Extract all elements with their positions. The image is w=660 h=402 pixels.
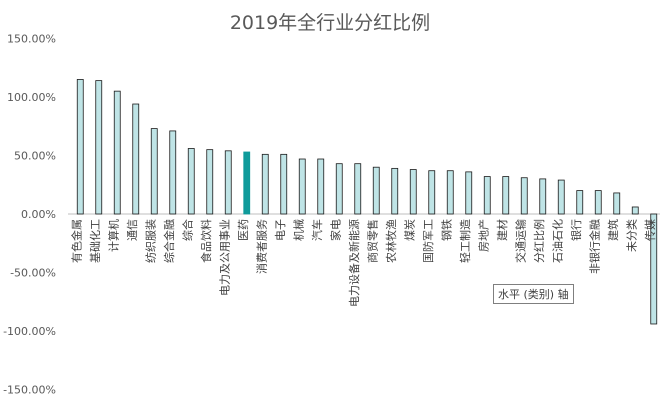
- x-tick-label: 银行: [569, 219, 583, 241]
- y-tick-label: 150.00%: [7, 33, 56, 46]
- x-tick-label: 房地产: [476, 219, 490, 252]
- x-tick-label: 消费者服务: [254, 219, 268, 274]
- bar: [539, 178, 547, 215]
- bar: [206, 149, 214, 215]
- bar: [613, 192, 621, 215]
- x-tick-label: 电子: [274, 219, 287, 241]
- bar: [224, 150, 232, 215]
- bar: [520, 177, 528, 215]
- bar: [631, 206, 639, 215]
- x-tick-label: 电力设备及新能源: [347, 219, 361, 307]
- x-tick-label: 建筑: [606, 219, 620, 241]
- y-tick-label: -150.00%: [3, 384, 56, 397]
- axis-tooltip: 水平 (类别) 轴: [493, 284, 574, 304]
- bar: [132, 103, 140, 215]
- x-tick-label: 建材: [495, 219, 509, 241]
- bar: [409, 169, 417, 215]
- chart-title: 2019年全行业分红比例: [229, 12, 431, 34]
- bar: [95, 80, 103, 215]
- bar: [317, 158, 325, 215]
- bar: [576, 190, 584, 215]
- y-tick-label: -50.00%: [10, 267, 56, 280]
- x-tick-label: 商贸零售: [365, 219, 379, 263]
- x-tick-label: 食品饮料: [199, 219, 213, 263]
- x-tick-label: 纺织服装: [143, 219, 157, 263]
- x-tick-label: 交通运输: [513, 219, 527, 263]
- x-tick-label: 医药: [237, 219, 250, 241]
- bar: [261, 153, 269, 215]
- bar: [650, 213, 658, 325]
- bar: [446, 170, 454, 215]
- x-tick-label: 未分类: [624, 219, 638, 252]
- bar: [391, 167, 399, 215]
- x-tick-label: 综合金融: [162, 219, 176, 263]
- x-tick-label: 传媒: [644, 219, 657, 241]
- x-tick-label: 农林牧渔: [384, 219, 398, 263]
- bar: [76, 79, 84, 215]
- x-tick-label: 钢铁: [440, 219, 453, 241]
- x-tick-label: 非银行金融: [587, 219, 601, 274]
- bar: [483, 176, 491, 215]
- bar: [243, 151, 251, 215]
- bar: [502, 176, 510, 215]
- bar: [428, 170, 436, 215]
- y-tick-label: 50.00%: [14, 150, 56, 163]
- y-tick-label: -100.00%: [3, 325, 56, 338]
- bar: [150, 128, 158, 215]
- x-tick-label: 机械: [291, 219, 305, 241]
- bar: [335, 163, 343, 215]
- bar: [354, 163, 362, 215]
- bar: [465, 171, 473, 215]
- bar: [187, 148, 195, 215]
- bar: [280, 153, 288, 215]
- bar: [169, 130, 177, 215]
- x-tick-label: 电力及公用事业: [218, 219, 231, 296]
- x-tick-label: 国防军工: [421, 219, 435, 263]
- x-tick-label: 有色金属: [69, 219, 83, 263]
- x-tick-label: 轻工制造: [458, 219, 472, 263]
- x-tick-label: 通信: [126, 219, 139, 241]
- x-tick-label: 分红比例: [532, 219, 546, 263]
- bar: [594, 190, 602, 215]
- x-tick-label: 家电: [328, 219, 342, 241]
- bar: [113, 90, 121, 215]
- bar: [298, 158, 306, 215]
- bar: [372, 166, 380, 215]
- x-tick-label: 煤炭: [403, 219, 416, 241]
- y-tick-label: 0.00%: [21, 208, 56, 221]
- x-tick-label: 基础化工: [88, 219, 102, 263]
- bar: [557, 179, 565, 215]
- x-tick-label: 综合: [180, 219, 194, 241]
- x-tick-label: 石油石化: [550, 219, 564, 263]
- x-tick-label: 汽车: [310, 219, 324, 241]
- x-tick-label: 计算机: [106, 219, 120, 252]
- y-tick-label: 100.00%: [7, 91, 56, 104]
